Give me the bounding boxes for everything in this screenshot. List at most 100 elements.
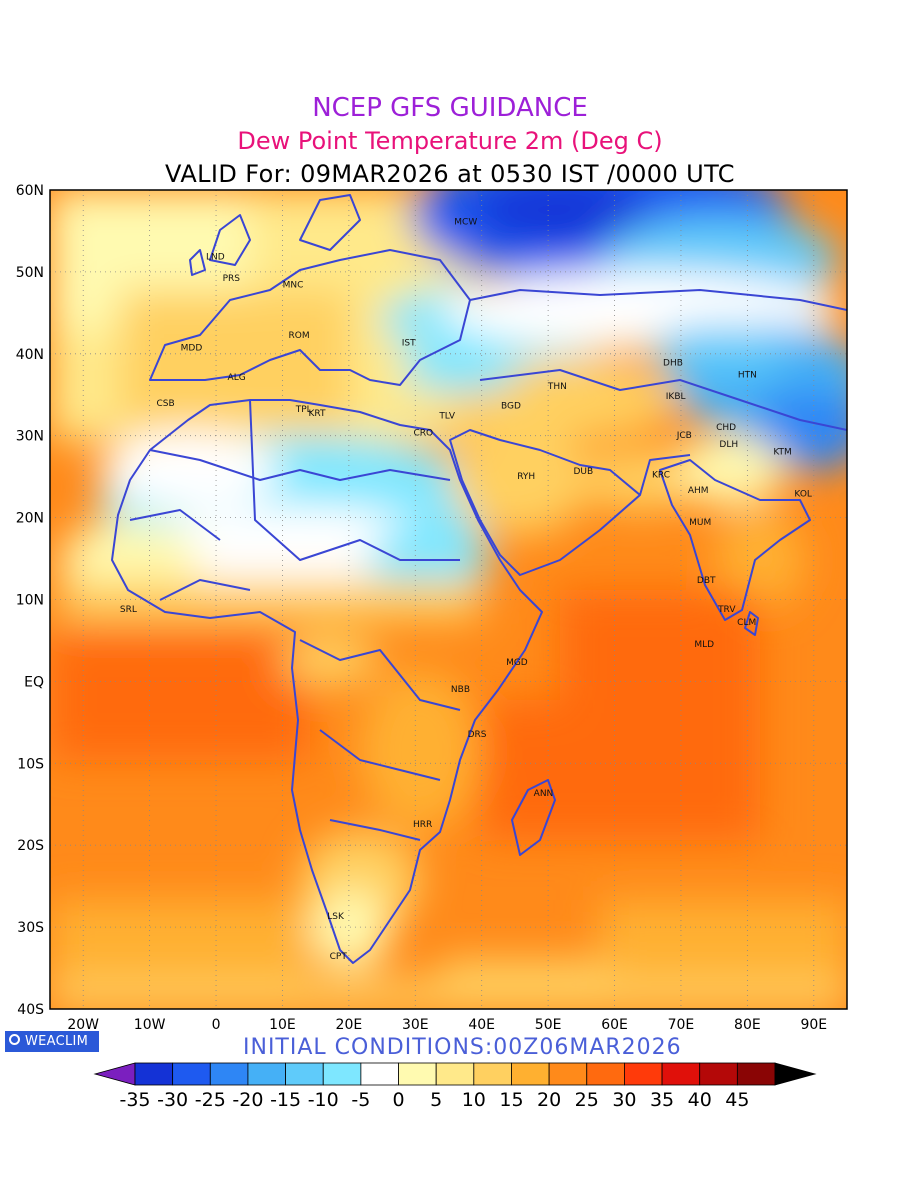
colorbar-label: 10 [462,1089,486,1111]
lat-label: 30N [16,429,44,445]
lat-label: 10N [16,593,44,609]
station-label: THN [547,382,567,392]
colorbar-segment [736,1062,776,1086]
colorbar-segment [548,1062,588,1086]
station-label: CHD [716,423,736,433]
weaclim-logo: WEACLIM [5,1031,99,1052]
colorbar-segment [247,1062,286,1086]
station-label: CRO [413,429,433,439]
station-label: DBT [697,576,716,586]
station-label: KTM [773,448,791,458]
colorbar-label: 0 [392,1089,404,1111]
station-label: IKBL [666,392,686,402]
colorbar [93,1062,817,1086]
map-frame [49,189,848,1010]
station-label: DUB [573,467,593,477]
station-label: ROM [289,331,310,341]
station-label: TPL [295,405,312,415]
lon-label: 20W [67,1017,99,1033]
lon-label: 60E [601,1017,628,1033]
colorbar-label: -5 [351,1089,370,1111]
lon-label: 10W [134,1017,166,1033]
station-label: DLH [719,440,738,450]
station-label: CPT [330,952,348,962]
chart-title: NCEP GFS GUIDANCE [312,93,588,123]
station-label: SRL [120,605,137,615]
lon-label: 10E [269,1017,296,1033]
colorbar-segment [661,1062,701,1086]
colorbar-label: -10 [308,1089,339,1111]
colorbar-label: -25 [195,1089,226,1111]
station-label: MDD [181,344,203,354]
colorbar-segment [360,1062,399,1086]
lon-label: 40E [468,1017,495,1033]
valid-time-line: VALID For: 09MAR2026 at 0530 IST /0000 U… [165,160,735,188]
colorbar-label: -30 [157,1089,188,1111]
station-label: KRC [652,470,670,480]
station-label: MNC [283,280,304,290]
station-label: MGD [506,658,528,668]
lat-label: 40S [17,1002,44,1018]
colorbar-segment [209,1062,249,1086]
colorbar-label: 25 [575,1089,599,1111]
station-label: AHM [688,486,709,496]
station-label: DRS [468,730,487,740]
station-label: LND [206,253,225,263]
colorbar-segment [285,1062,324,1086]
colorbar-label: -35 [119,1089,150,1111]
chart-subtitle: Dew Point Temperature 2m (Deg C) [237,127,663,155]
colorbar-segment [699,1062,738,1086]
colorbar-right-arrow [774,1062,817,1086]
station-label: JCB [676,431,692,441]
station-label: NBB [451,685,470,695]
station-label: ANN [534,789,554,799]
latitude-labels: 60N 50N 40N 30N 20N 10N EQ 10S 20S 30S 40S [16,183,44,1018]
station-label: KRT [308,409,326,419]
longitude-labels: 20W 10W 0 10E 20E 30E 40E 50E 60E 70E 80E 90E [67,1017,827,1033]
colorbar-label: 30 [612,1089,636,1111]
lon-label: 90E [800,1017,827,1033]
colorbar-segment [473,1062,512,1086]
lat-label: 10S [17,756,44,772]
station-label: LSK [327,912,345,922]
colorbar-segment [435,1062,475,1086]
colorbar-label: 15 [499,1089,523,1111]
station-label: BGD [501,402,521,412]
coastlines [111,194,847,964]
station-label: TLV [438,412,456,422]
colorbar-label: -15 [270,1089,301,1111]
lat-label: 60N [16,183,44,199]
lon-label: 80E [734,1017,761,1033]
lon-label: 50E [535,1017,562,1033]
colorbar-segment [322,1062,362,1086]
colorbar-left-arrow [93,1062,136,1086]
station-label: IST [402,339,416,349]
station-label: DHB [663,358,683,368]
initial-conditions-label: INITIAL CONDITIONS:00Z06MAR2026 [243,1035,682,1060]
station-label: CSB [156,399,174,409]
lat-label: 50N [16,265,44,281]
colorbar-segment [624,1062,663,1086]
station-label: PRS [223,274,241,284]
logo-text: WEACLIM [25,1034,89,1049]
station-label: HTN [738,371,757,381]
station-label: ALG [228,373,246,383]
colorbar-segment [398,1062,437,1086]
station-label: KOL [794,489,812,499]
station-label: HRR [413,820,432,830]
lon-label: 30E [402,1017,429,1033]
station-label: MUM [689,518,711,528]
station-label: MLD [694,640,714,650]
logo-circle-icon [9,1034,20,1045]
colorbar-labels: -35 -30 -25 -20 -15 -10 -5 0 5 10 15 20 25 30 35 40 45 [119,1089,749,1111]
colorbar-label: 45 [725,1089,749,1111]
colorbar-label: 20 [537,1089,561,1111]
lon-label: 0 [212,1017,221,1033]
station-label: RYH [517,472,535,482]
lat-label: 30S [17,920,44,936]
colorbar-segment [172,1062,211,1086]
lon-label: 70E [668,1017,695,1033]
lat-label: 20S [17,838,44,854]
